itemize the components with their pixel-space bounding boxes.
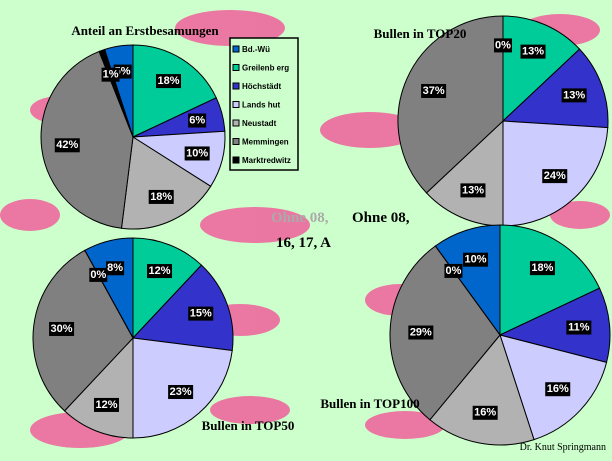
label-box [520,44,546,59]
annotation-ghost: Ohne 08, [271,210,329,226]
label-box [155,74,181,89]
legend-swatch [232,82,240,90]
label-box [444,263,463,278]
data-label: 30% [51,323,73,335]
label-box [188,113,207,128]
data-label: 15% [190,308,212,320]
label-box [147,264,173,279]
data-label: 11% [568,321,590,333]
data-label: 16% [474,407,496,419]
data-label: 0% [90,269,106,281]
legend-label: Neustadt [242,119,277,128]
legend-swatch [232,45,240,53]
pie-slice [32,249,134,412]
data-label: 29% [410,326,432,338]
label-box [106,261,125,276]
label-box [168,385,194,400]
label-box [545,382,571,397]
data-label: 24% [544,170,566,182]
data-label: 37% [423,85,445,97]
legend-label: Memmingen [242,138,289,147]
legend-swatch [232,64,240,71]
annotation: 16, 17, A [276,235,331,251]
data-label: 12% [95,399,117,411]
data-label: 0% [445,265,461,277]
label-box [54,138,80,153]
pie-slice [501,48,609,129]
pie-slice [389,245,501,421]
legend-box [229,37,299,171]
label-box [529,261,555,276]
pie-slice [434,245,501,336]
label-box [148,189,174,204]
pie-slice [499,224,601,336]
data-label: 18% [531,262,553,274]
data-label: 23% [170,386,192,398]
label-box [472,405,498,420]
pie-slice [498,287,611,363]
legend-swatch [232,156,240,164]
label-box [566,320,592,335]
data-label: 6% [189,114,205,126]
data-label: 0% [495,39,511,51]
legend-swatch [232,138,240,145]
footer: Dr. Knut Springmann [520,442,606,453]
pie-slice [131,264,234,352]
data-label: 18% [150,191,172,203]
label-box [463,252,489,267]
pie-slice [120,136,212,230]
legend-label: Bd.-Wü [242,45,270,54]
chart-title: Bullen in TOP20 [374,26,467,41]
label-box [494,38,512,53]
chart-title: Bullen in TOP50 [202,418,295,433]
data-label: 13% [462,184,484,196]
data-label: 42% [56,139,78,151]
pie-slice [132,44,217,138]
data-label: 16% [547,383,569,395]
data-label: 18% [157,75,179,87]
legend-label: Greilenb erg [242,64,289,73]
legend-label: Lands hut [242,101,281,110]
annotation: Ohne 08, [352,210,410,226]
label-box [408,325,434,340]
label-box [101,67,120,82]
data-label: 13% [563,89,585,101]
label-box [561,88,587,103]
legend-swatch [232,119,240,127]
data-label: 10% [186,147,208,159]
pie-slice [502,15,581,123]
data-label: 10% [465,254,487,266]
label-box [188,306,214,321]
data-label: 12% [148,265,170,277]
label-box [89,267,108,282]
pie-slice [397,15,504,194]
pie-slice [63,336,134,439]
label-box [49,321,75,336]
data-label: 1% [103,69,119,81]
label-box [421,83,447,98]
label-box [93,397,119,412]
chart-title: Anteil an Erstbesamungen [71,23,219,38]
data-label: 8% [107,262,123,274]
pie-slice [429,333,535,446]
label-box [460,183,486,198]
pie-slice [132,237,203,340]
data-label: 13% [522,46,544,58]
legend-swatch [232,101,240,108]
legend-label: Höchstädt [242,82,281,91]
label-box [184,146,210,161]
label-box [542,169,568,184]
pie-slice [40,50,134,229]
legend-label: Marktredwitz [242,156,291,165]
chart-title: Bullen in TOP100 [320,396,419,411]
